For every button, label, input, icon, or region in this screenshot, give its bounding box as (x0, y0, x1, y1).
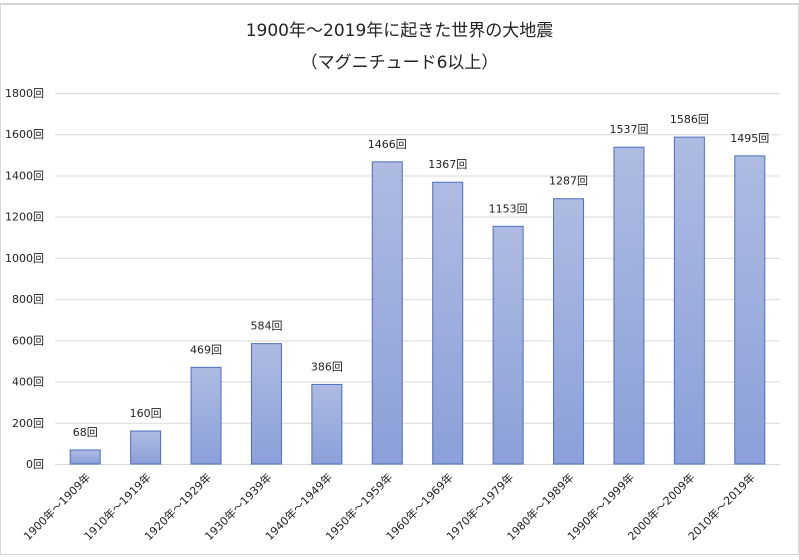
y-tick-label: 400回 (12, 376, 44, 389)
y-tick-label: 1600回 (5, 128, 44, 141)
y-tick-label: 1000回 (5, 252, 44, 265)
bar (673, 136, 705, 465)
bar (311, 383, 343, 465)
data-label: 584回 (250, 320, 282, 333)
data-label: 469回 (190, 343, 222, 356)
data-label: 1287回 (549, 175, 588, 188)
bar (130, 430, 162, 465)
sheet-gridline-top (0, 0, 799, 4)
data-label: 1537回 (609, 123, 648, 136)
bar (492, 225, 524, 465)
sheet-gridline-bottom (0, 554, 799, 560)
data-label: 68回 (73, 426, 98, 439)
y-tick-label: 800回 (12, 293, 44, 306)
chart-subtitle: （マグニチュード6以上） (300, 53, 499, 73)
bar (250, 343, 282, 465)
y-tick-label: 1400回 (5, 169, 44, 182)
bar (190, 366, 222, 465)
chart-title: 1900年～2019年に起きた世界の大地震 (245, 21, 554, 41)
data-label: 1153回 (489, 202, 528, 215)
bar (553, 198, 585, 465)
bar (734, 155, 766, 465)
y-tick-label: 600回 (12, 334, 44, 347)
data-label: 1495回 (730, 132, 769, 145)
data-label: 1586回 (670, 113, 709, 126)
y-tick-label: 1200回 (5, 211, 44, 224)
data-label: 160回 (130, 407, 162, 420)
bar (371, 161, 403, 465)
data-label: 1367回 (428, 158, 467, 171)
y-tick-label: 1800回 (5, 87, 44, 100)
bar (432, 181, 464, 465)
data-label: 386回 (311, 360, 343, 373)
bar (69, 449, 101, 465)
data-label: 1466回 (368, 138, 407, 151)
bar (613, 146, 645, 465)
y-tick-label: 0回 (26, 458, 44, 471)
y-tick-label: 200回 (12, 417, 44, 430)
